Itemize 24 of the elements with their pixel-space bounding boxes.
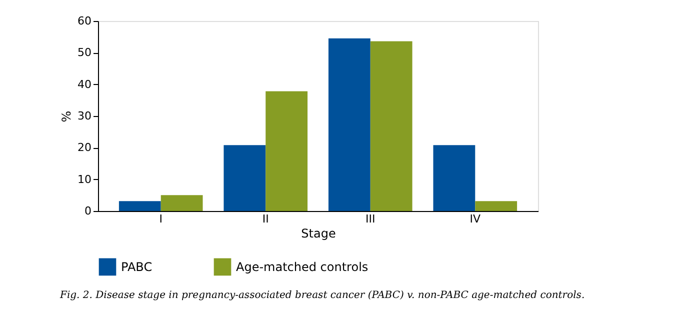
y-tick-label: 20 xyxy=(78,141,92,154)
bar xyxy=(266,91,308,211)
y-axis-title: % xyxy=(60,110,74,122)
bar xyxy=(433,145,476,211)
x-tick-label: I xyxy=(159,212,162,226)
bar xyxy=(475,201,518,211)
x-tick-label: IV xyxy=(470,212,481,226)
y-tick-label: 60 xyxy=(78,14,92,28)
x-tick-label: III xyxy=(366,212,376,226)
caption: Fig. 2. Disease stage in pregnancy-associated breast cancer (PABC) v. non-PABC age-matched controls. xyxy=(59,290,585,301)
y-tick-label: 30 xyxy=(78,110,92,122)
x-tick-label: II xyxy=(262,212,269,226)
bar xyxy=(160,195,203,211)
legend-label: Age-matched controls xyxy=(236,260,368,274)
y-tick-label: 40 xyxy=(78,78,92,91)
bar xyxy=(370,41,412,211)
y-tick-label: 10 xyxy=(78,172,92,186)
y-tick-label: 50 xyxy=(78,46,92,60)
y-tick-label: 0 xyxy=(84,204,92,218)
bar xyxy=(224,145,266,211)
legend-label: PABC xyxy=(121,260,152,274)
bar xyxy=(328,38,370,211)
x-axis-title: Stage xyxy=(301,226,336,240)
bar xyxy=(118,201,161,211)
